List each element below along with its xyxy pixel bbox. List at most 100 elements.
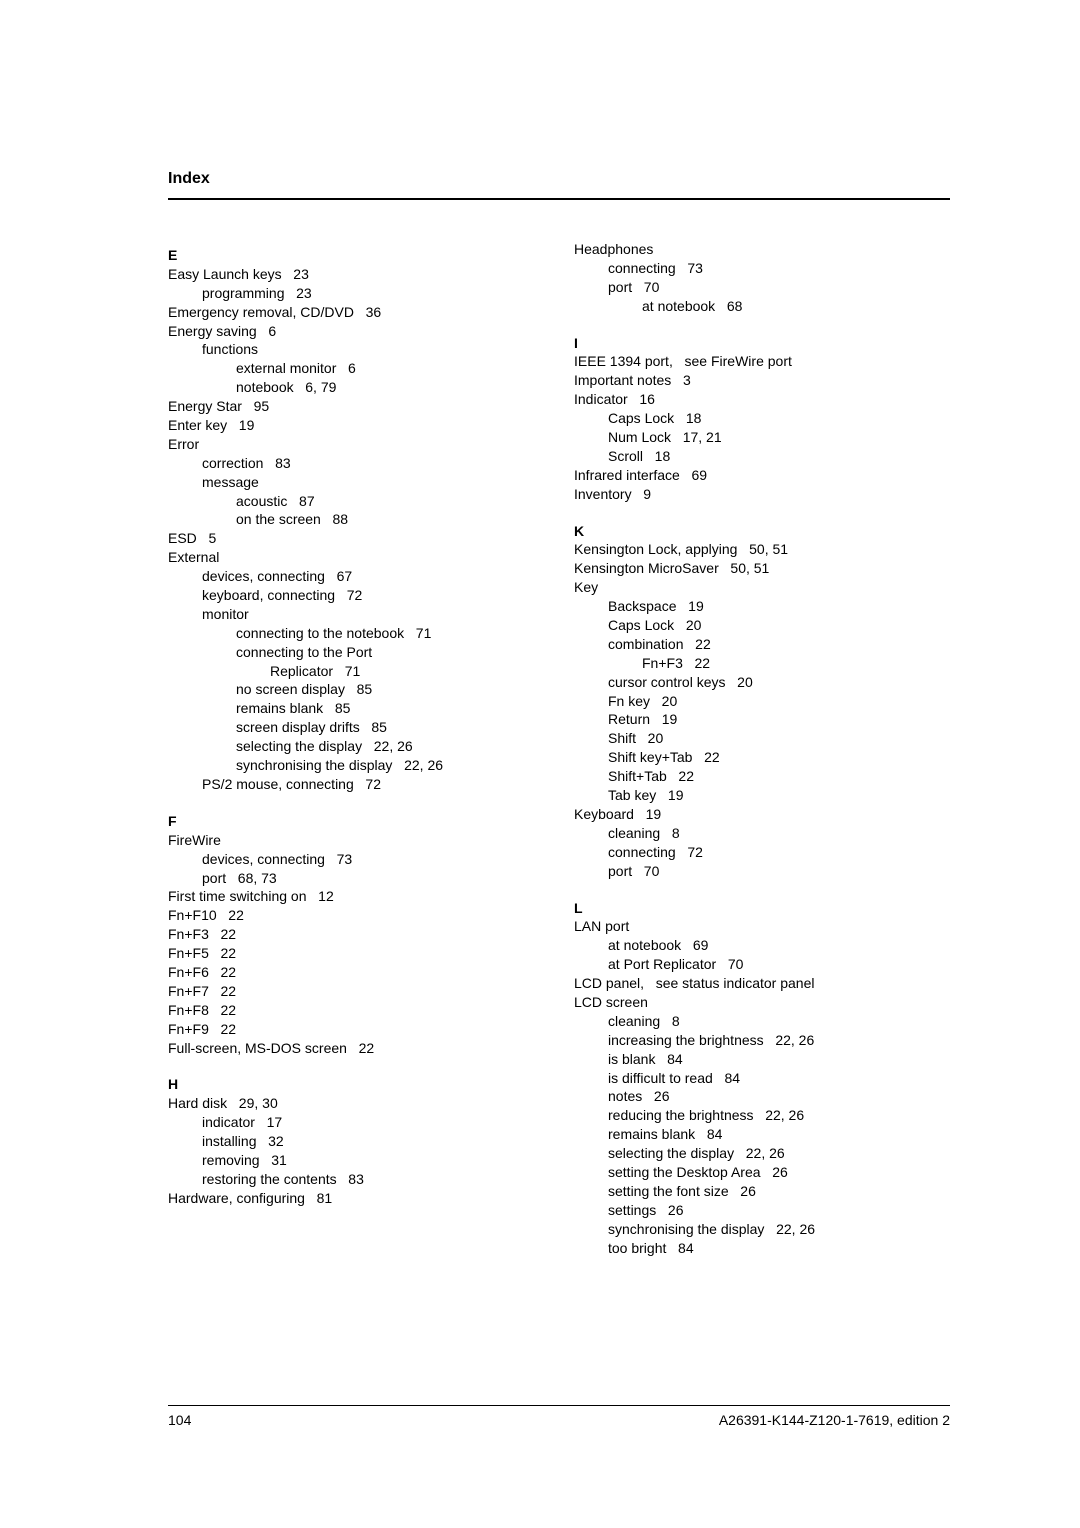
- index-entry: reducing the brightness 22, 26: [574, 1106, 950, 1125]
- index-entry: external monitor 6: [168, 359, 544, 378]
- index-entry: IEEE 1394 port, see FireWire port: [574, 352, 950, 371]
- index-entry: Infrared interface 69: [574, 466, 950, 485]
- index-entry: Full-screen, MS-DOS screen 22: [168, 1039, 544, 1058]
- index-entry: remains blank 84: [574, 1125, 950, 1144]
- doc-info: A26391-K144-Z120-1-7619, edition 2: [719, 1412, 950, 1428]
- index-entry: Shift+Tab 22: [574, 767, 950, 786]
- index-entry: notes 26: [574, 1087, 950, 1106]
- index-entry: cleaning 8: [574, 1012, 950, 1031]
- index-entry: Energy saving 6: [168, 322, 544, 341]
- index-entry: Shift 20: [574, 729, 950, 748]
- index-entry: selecting the display 22, 26: [168, 737, 544, 756]
- index-entry: on the screen 88: [168, 510, 544, 529]
- index-entry: First time switching on 12: [168, 887, 544, 906]
- index-entry: LCD screen: [574, 993, 950, 1012]
- index-entry: remains blank 85: [168, 699, 544, 718]
- index-entry: is difficult to read 84: [574, 1069, 950, 1088]
- index-entry: devices, connecting 73: [168, 850, 544, 869]
- index-entry: Fn+F5 22: [168, 944, 544, 963]
- footer-rule: [168, 1405, 950, 1406]
- spacer: [574, 881, 950, 893]
- section-letter: H: [168, 1075, 544, 1094]
- index-entry: Shift key+Tab 22: [574, 748, 950, 767]
- index-entry: Fn+F3 22: [168, 925, 544, 944]
- index-entry: Scroll 18: [574, 447, 950, 466]
- index-entry: setting the font size 26: [574, 1182, 950, 1201]
- index-entry: Kensington MicroSaver 50, 51: [574, 559, 950, 578]
- index-entry: Fn+F8 22: [168, 1001, 544, 1020]
- index-entry: Num Lock 17, 21: [574, 428, 950, 447]
- index-entry: synchronising the display 22, 26: [574, 1220, 950, 1239]
- index-entry: Fn+F10 22: [168, 906, 544, 925]
- index-entry: notebook 6, 79: [168, 378, 544, 397]
- spacer: [574, 504, 950, 516]
- index-entry: at notebook 68: [574, 297, 950, 316]
- section-letter: I: [574, 334, 950, 353]
- index-entry: message: [168, 473, 544, 492]
- index-entry: Replicator 71: [168, 662, 544, 681]
- index-entry: Fn+F3 22: [574, 654, 950, 673]
- index-entry: connecting to the notebook 71: [168, 624, 544, 643]
- index-entry: at Port Replicator 70: [574, 955, 950, 974]
- index-entry: increasing the brightness 22, 26: [574, 1031, 950, 1050]
- index-entry: correction 83: [168, 454, 544, 473]
- index-entry: Backspace 19: [574, 597, 950, 616]
- index-entry: Inventory 9: [574, 485, 950, 504]
- spacer: [168, 1057, 544, 1069]
- index-entry: combination 22: [574, 635, 950, 654]
- page-number: 104: [168, 1412, 191, 1428]
- index-entry: functions: [168, 340, 544, 359]
- index-entry: Fn+F9 22: [168, 1020, 544, 1039]
- index-entry: connecting 73: [574, 259, 950, 278]
- index-entry: devices, connecting 67: [168, 567, 544, 586]
- index-entry: Fn+F7 22: [168, 982, 544, 1001]
- index-entry: restoring the contents 83: [168, 1170, 544, 1189]
- index-entry: cursor control keys 20: [574, 673, 950, 692]
- index-entry: Energy Star 95: [168, 397, 544, 416]
- section-letter: F: [168, 812, 544, 831]
- page-body: Index EEasy Launch keys 23programming 23…: [0, 0, 1080, 1317]
- index-entry: FireWire: [168, 831, 544, 850]
- section-letter: L: [574, 899, 950, 918]
- index-entry: port 68, 73: [168, 869, 544, 888]
- spacer: [574, 316, 950, 328]
- spacer: [168, 794, 544, 806]
- index-columns: EEasy Launch keys 23programming 23Emerge…: [168, 240, 950, 1257]
- index-entry: indicator 17: [168, 1113, 544, 1132]
- index-entry: setting the Desktop Area 26: [574, 1163, 950, 1182]
- index-entry: Hard disk 29, 30: [168, 1094, 544, 1113]
- index-entry: acoustic 87: [168, 492, 544, 511]
- footer-row: 104 A26391-K144-Z120-1-7619, edition 2: [168, 1412, 950, 1428]
- index-entry: monitor: [168, 605, 544, 624]
- index-entry: Return 19: [574, 710, 950, 729]
- index-entry: Kensington Lock, applying 50, 51: [574, 540, 950, 559]
- index-entry: LCD panel, see status indicator panel: [574, 974, 950, 993]
- index-entry: selecting the display 22, 26: [574, 1144, 950, 1163]
- section-letter: E: [168, 246, 544, 265]
- index-entry: programming 23: [168, 284, 544, 303]
- index-entry: port 70: [574, 862, 950, 881]
- index-entry: settings 26: [574, 1201, 950, 1220]
- index-entry: Easy Launch keys 23: [168, 265, 544, 284]
- index-entry: PS/2 mouse, connecting 72: [168, 775, 544, 794]
- index-entry: Caps Lock 18: [574, 409, 950, 428]
- header-rule: [168, 198, 950, 200]
- index-entry: Tab key 19: [574, 786, 950, 805]
- section-letter: K: [574, 522, 950, 541]
- index-entry: connecting 72: [574, 843, 950, 862]
- index-entry: Fn+F6 22: [168, 963, 544, 982]
- index-column-left: EEasy Launch keys 23programming 23Emerge…: [168, 240, 544, 1257]
- index-entry: Hardware, configuring 81: [168, 1189, 544, 1208]
- index-entry: too bright 84: [574, 1239, 950, 1258]
- index-entry: Enter key 19: [168, 416, 544, 435]
- index-entry: is blank 84: [574, 1050, 950, 1069]
- index-entry: Caps Lock 20: [574, 616, 950, 635]
- index-entry: Emergency removal, CD/DVD 36: [168, 303, 544, 322]
- index-entry: Error: [168, 435, 544, 454]
- index-entry: Indicator 16: [574, 390, 950, 409]
- index-entry: Headphones: [574, 240, 950, 259]
- index-entry: Keyboard 19: [574, 805, 950, 824]
- index-entry: removing 31: [168, 1151, 544, 1170]
- index-column-right: Headphonesconnecting 73 port 70 at noteboo…: [574, 240, 950, 1257]
- index-entry: keyboard, connecting 72: [168, 586, 544, 605]
